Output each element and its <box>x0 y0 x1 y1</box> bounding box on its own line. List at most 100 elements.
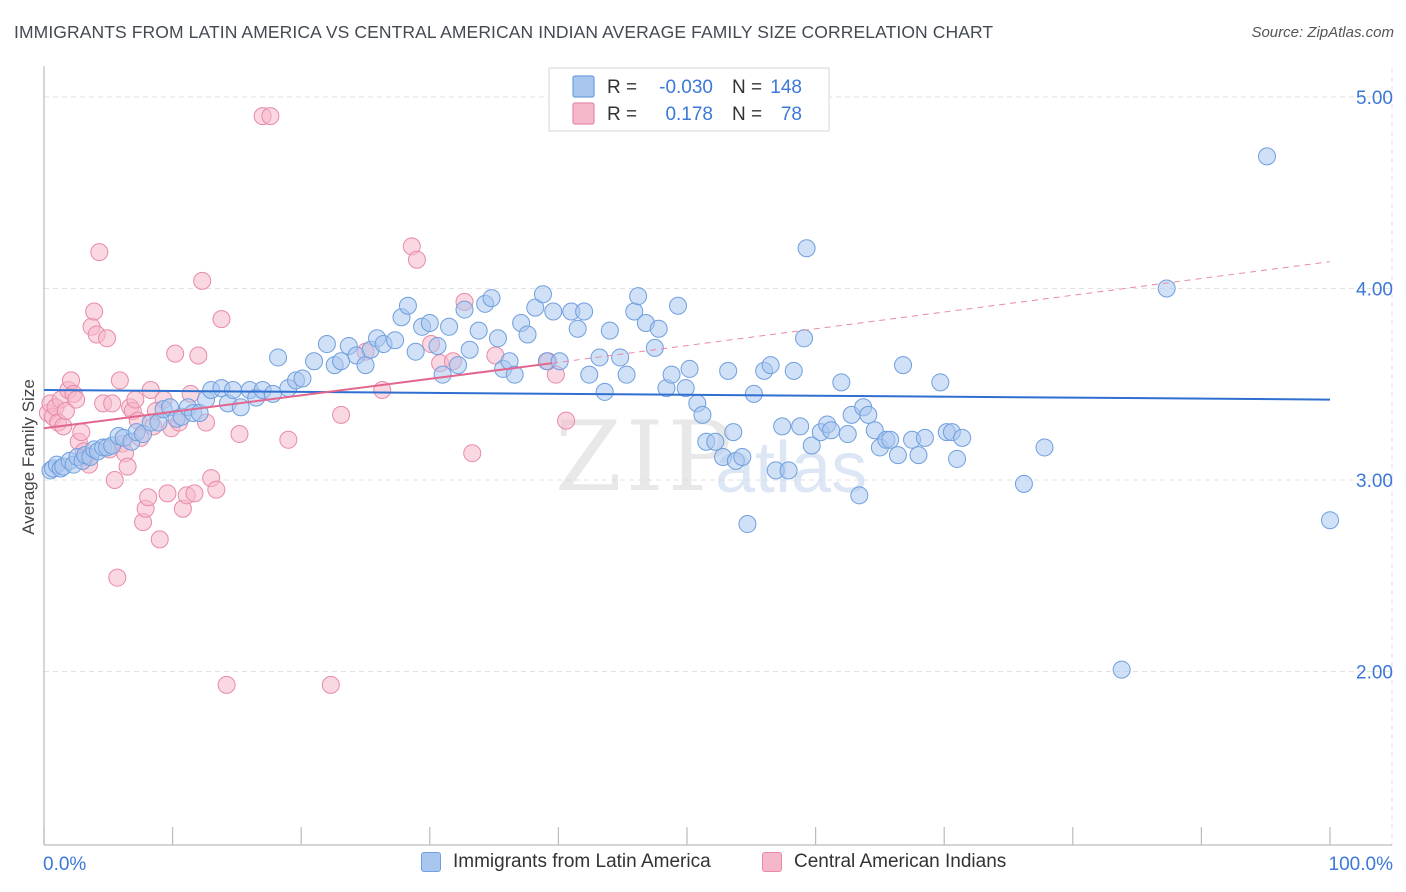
legend-item-latin-america: Immigrants from Latin America <box>421 851 711 873</box>
point-pink-27 <box>110 371 129 390</box>
x-tick-label-min: 0.0% <box>43 854 86 875</box>
point-pink-11 <box>67 390 86 409</box>
point-blue-62 <box>440 317 459 336</box>
y-tick-label-2: 4.00 <box>1356 280 1393 301</box>
point-blue-69 <box>488 329 507 348</box>
legend-r-label-blue: R = <box>607 77 637 98</box>
legend-swatch-blue <box>572 75 595 98</box>
legend-n-value-pink: 78 <box>781 104 802 125</box>
legend-n-label-blue: N = <box>732 77 762 98</box>
point-pink-73 <box>463 444 482 463</box>
point-blue-50 <box>356 356 375 375</box>
y-tick-label-0: 2.00 <box>1356 663 1393 684</box>
y-axis-label: Average Family Size <box>19 379 38 535</box>
point-pink-59 <box>230 425 249 444</box>
legend-r-value-blue: -0.030 <box>659 77 713 98</box>
point-blue-147 <box>1257 147 1276 166</box>
point-blue-113 <box>773 417 792 436</box>
point-pink-51 <box>185 484 204 503</box>
legend-r-value-pink: 0.178 <box>665 104 713 125</box>
point-pink-38 <box>139 488 158 507</box>
point-blue-104 <box>719 361 738 380</box>
series-immigrants-latin-america <box>41 147 1339 679</box>
point-blue-64 <box>455 300 474 319</box>
point-blue-60 <box>428 336 447 355</box>
point-pink-20 <box>90 243 109 262</box>
point-blue-68 <box>482 289 501 308</box>
point-blue-65 <box>460 340 479 359</box>
legend-swatch-central-american-indians <box>762 852 782 872</box>
y-tick-label-3: 5.00 <box>1356 88 1393 109</box>
point-blue-90 <box>629 287 648 306</box>
point-blue-107 <box>733 448 752 467</box>
point-blue-88 <box>617 365 636 384</box>
legend-n-label-pink: N = <box>732 104 762 125</box>
point-pink-30 <box>118 457 137 476</box>
point-blue-61 <box>433 365 452 384</box>
point-blue-100 <box>693 405 712 424</box>
point-blue-146 <box>1157 279 1176 298</box>
point-blue-96 <box>668 296 687 315</box>
point-blue-45 <box>317 335 336 354</box>
chart-title: IMMIGRANTS FROM LATIN AMERICA VS CENTRAL… <box>14 22 994 42</box>
point-blue-93 <box>649 319 668 338</box>
point-blue-129 <box>865 421 884 440</box>
trend-line-blue <box>43 388 1331 401</box>
point-blue-83 <box>580 365 599 384</box>
point-blue-74 <box>518 325 537 344</box>
point-blue-34 <box>224 380 243 399</box>
watermark: ZIP atlas <box>555 401 867 513</box>
point-blue-105 <box>724 423 743 442</box>
legend-label-latin-america: Immigrants from Latin America <box>453 851 711 872</box>
point-pink-53 <box>193 271 212 290</box>
point-blue-111 <box>761 356 780 375</box>
legend-label-central-american-indians: Central American Indians <box>794 851 1007 872</box>
point-blue-76 <box>533 285 552 304</box>
point-blue-145 <box>1112 660 1131 679</box>
point-pink-63 <box>321 675 340 694</box>
axes <box>43 66 1392 846</box>
point-pink-42 <box>150 530 169 549</box>
point-pink-77 <box>557 411 576 430</box>
point-pink-18 <box>85 302 104 321</box>
point-blue-132 <box>881 430 900 449</box>
point-blue-136 <box>909 446 928 465</box>
point-pink-46 <box>166 344 185 363</box>
point-pink-13 <box>72 423 91 442</box>
point-blue-115 <box>784 361 803 380</box>
point-pink-25 <box>105 471 124 489</box>
point-blue-59 <box>420 313 439 332</box>
point-blue-126 <box>850 486 869 505</box>
legend-item-central-american-indians: Central American Indians <box>762 851 1006 873</box>
point-blue-47 <box>332 352 351 371</box>
point-blue-54 <box>386 331 405 350</box>
source-credit: Source: ZipAtlas.com <box>1251 24 1394 41</box>
point-blue-138 <box>931 373 950 392</box>
point-blue-86 <box>600 321 619 340</box>
point-blue-109 <box>744 384 763 403</box>
point-blue-78 <box>544 302 563 321</box>
point-blue-43 <box>293 369 312 388</box>
series-central-american-indians <box>38 107 576 694</box>
trend-line-pink-extension <box>551 261 1331 364</box>
point-pink-26 <box>108 568 127 587</box>
point-blue-44 <box>305 352 324 371</box>
point-blue-56 <box>398 296 417 315</box>
point-pink-44 <box>158 484 177 503</box>
point-blue-108 <box>738 515 757 534</box>
point-pink-64 <box>332 405 351 424</box>
bottom-legend: Immigrants from Latin America Central Am… <box>0 851 1406 881</box>
point-pink-62 <box>279 430 298 449</box>
correlation-legend: R = -0.030 N = 148 R = 0.178 N = 78 <box>548 67 830 132</box>
point-blue-144 <box>1035 438 1054 457</box>
point-blue-97 <box>676 379 695 398</box>
point-blue-72 <box>505 365 524 384</box>
point-blue-81 <box>568 319 587 338</box>
point-pink-7 <box>56 402 75 421</box>
point-blue-63 <box>449 356 468 375</box>
point-pink-24 <box>103 394 122 413</box>
point-blue-87 <box>611 348 630 367</box>
point-blue-117 <box>795 329 814 348</box>
legend-swatch-latin-america <box>421 852 441 872</box>
